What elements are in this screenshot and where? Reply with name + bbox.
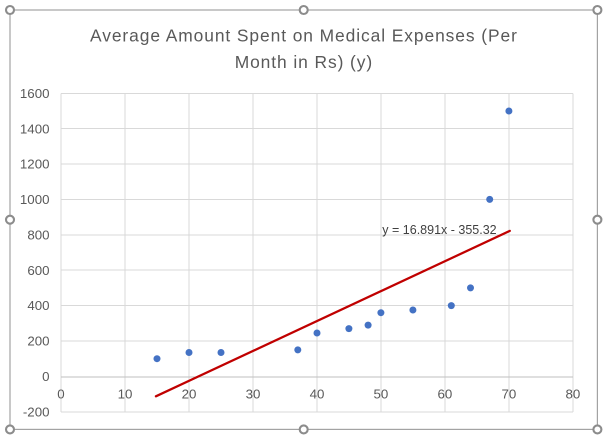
svg-text:0: 0 <box>57 386 64 401</box>
svg-text:1000: 1000 <box>20 192 50 207</box>
svg-text:10: 10 <box>118 386 133 401</box>
svg-text:30: 30 <box>246 386 261 401</box>
svg-text:800: 800 <box>27 228 49 243</box>
svg-text:-200: -200 <box>23 404 50 419</box>
svg-text:1400: 1400 <box>20 121 50 136</box>
svg-text:Month in Rs) (y): Month in Rs) (y) <box>235 52 373 72</box>
svg-text:1200: 1200 <box>20 157 50 172</box>
svg-text:Average Amount Spent on Medica: Average Amount Spent on Medical Expenses… <box>90 26 518 46</box>
svg-text:200: 200 <box>27 334 49 349</box>
svg-text:0: 0 <box>42 369 49 384</box>
svg-text:70: 70 <box>502 386 517 401</box>
svg-text:40: 40 <box>310 386 325 401</box>
svg-text:600: 600 <box>27 263 49 278</box>
svg-text:400: 400 <box>27 298 49 313</box>
svg-text:50: 50 <box>374 386 389 401</box>
svg-text:1600: 1600 <box>20 86 50 101</box>
svg-text:60: 60 <box>438 386 453 401</box>
svg-text:y = 16.891x - 355.32: y = 16.891x - 355.32 <box>382 223 496 237</box>
svg-text:80: 80 <box>566 386 581 401</box>
svg-text:20: 20 <box>182 386 197 401</box>
